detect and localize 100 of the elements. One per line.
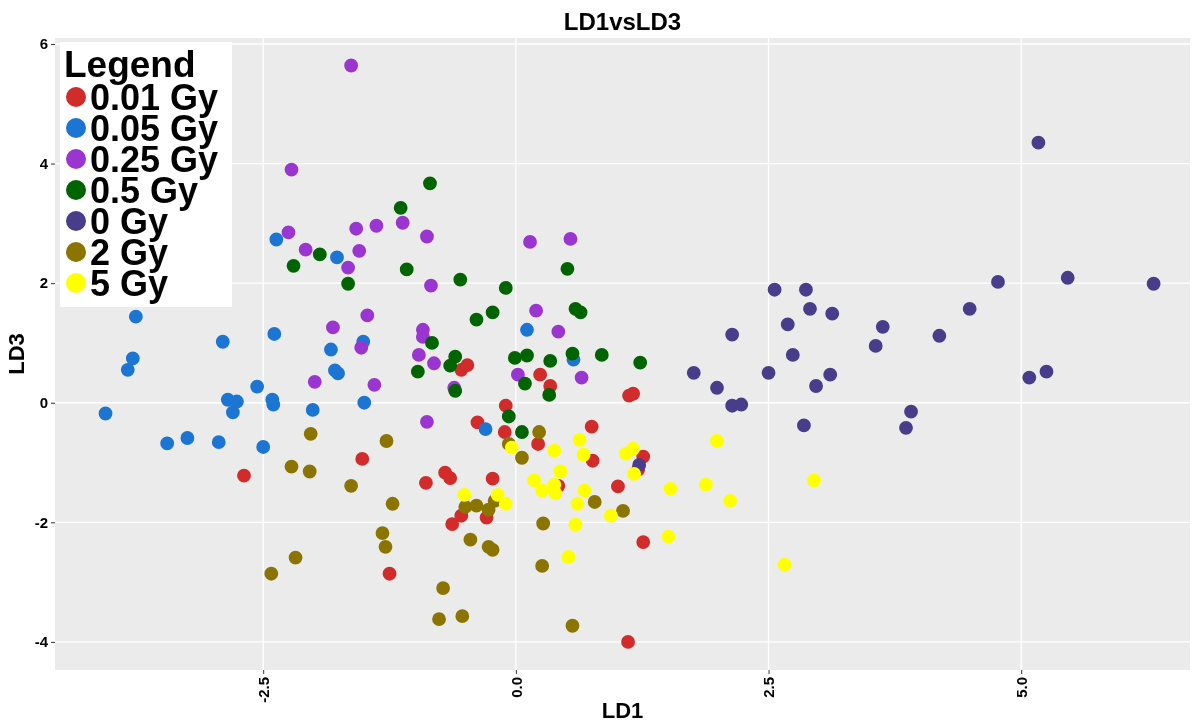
- point: [453, 272, 468, 287]
- point: [128, 309, 143, 324]
- point: [420, 229, 434, 244]
- point: [478, 422, 493, 436]
- point: [469, 312, 484, 327]
- point: [378, 539, 393, 554]
- point: [215, 334, 230, 349]
- point: [626, 441, 641, 456]
- point: [529, 303, 543, 318]
- point: [1031, 135, 1046, 150]
- point: [563, 232, 578, 246]
- x-tick-label: 0.0: [507, 677, 525, 698]
- point: [780, 317, 795, 332]
- point: [904, 404, 918, 419]
- point: [360, 308, 375, 323]
- point: [531, 437, 546, 451]
- point: [485, 305, 500, 320]
- point: [120, 362, 135, 377]
- point: [1146, 276, 1161, 291]
- point: [520, 322, 534, 337]
- point: [379, 434, 394, 448]
- point: [761, 365, 776, 380]
- point: [326, 320, 340, 335]
- point: [399, 262, 414, 277]
- point: [515, 425, 529, 439]
- point: [574, 370, 589, 385]
- point: [485, 542, 500, 557]
- point: [663, 481, 678, 496]
- point: [661, 529, 676, 544]
- point: [520, 348, 534, 363]
- point: [180, 431, 195, 445]
- point: [799, 282, 813, 297]
- point: [1039, 364, 1054, 379]
- point: [523, 234, 537, 249]
- point: [543, 353, 558, 368]
- point: [515, 450, 529, 465]
- point: [510, 367, 525, 382]
- point: [267, 327, 282, 341]
- point: [1022, 370, 1037, 385]
- point: [256, 440, 271, 454]
- point: [710, 434, 724, 448]
- point: [344, 58, 359, 73]
- point: [616, 504, 630, 518]
- point: [962, 301, 977, 316]
- point: [419, 475, 433, 490]
- point: [565, 618, 580, 633]
- point: [281, 225, 296, 240]
- chart-title: LD1vsLD3: [563, 8, 682, 35]
- point: [611, 479, 625, 494]
- point: [302, 464, 317, 479]
- point: [498, 496, 513, 511]
- point: [230, 394, 244, 409]
- point: [568, 517, 583, 532]
- point: [490, 487, 505, 502]
- point: [504, 440, 519, 455]
- point: [533, 367, 548, 382]
- point: [469, 498, 484, 513]
- point: [305, 403, 320, 417]
- y-tick-label: 0: [39, 394, 48, 412]
- x-tick-label: 2.5: [760, 677, 778, 698]
- point: [899, 420, 913, 435]
- point: [501, 409, 516, 424]
- point: [603, 508, 618, 523]
- point: [553, 464, 568, 479]
- point: [160, 436, 175, 451]
- point: [424, 278, 438, 293]
- point: [797, 418, 811, 433]
- y-axis-title: LD3: [4, 333, 29, 375]
- point: [460, 358, 475, 372]
- point: [455, 609, 470, 624]
- x-tick-label: -2.5: [254, 677, 272, 703]
- point: [286, 258, 301, 273]
- point: [264, 566, 279, 581]
- point: [436, 581, 451, 595]
- point: [369, 218, 384, 233]
- y-tick-label: -2: [34, 513, 48, 531]
- point: [211, 435, 226, 450]
- point: [382, 566, 397, 581]
- point: [298, 242, 313, 257]
- point: [577, 483, 592, 498]
- point: [542, 388, 557, 402]
- point: [686, 365, 701, 380]
- point: [355, 452, 370, 466]
- point: [621, 635, 635, 649]
- point: [485, 471, 500, 486]
- point: [535, 483, 550, 498]
- y-tick-label: 2: [39, 274, 48, 292]
- point: [587, 495, 602, 509]
- point: [341, 260, 356, 275]
- point: [410, 364, 425, 379]
- point: [497, 425, 512, 439]
- point: [269, 232, 284, 247]
- point: [395, 215, 410, 230]
- point: [527, 473, 541, 488]
- point: [803, 301, 817, 316]
- point: [411, 348, 426, 362]
- point: [307, 374, 322, 389]
- point: [547, 443, 562, 458]
- point: [725, 327, 740, 342]
- point: [622, 388, 636, 403]
